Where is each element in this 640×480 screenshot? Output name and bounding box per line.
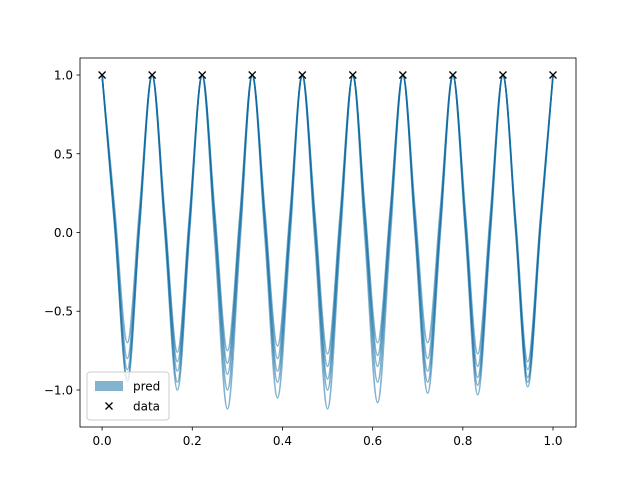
x-tick-label: 0.0 (93, 434, 112, 448)
data-marker (549, 71, 557, 79)
sample-line (101, 74, 554, 380)
data-marker (498, 71, 507, 79)
data-marker (248, 71, 257, 79)
legend-label: data (133, 400, 160, 414)
y-tick-label: −0.5 (44, 305, 73, 319)
y-tick-label: −1.0 (44, 383, 73, 397)
data-marker (348, 71, 357, 79)
data-marker (398, 71, 407, 79)
data-marker (98, 71, 107, 79)
x-tick-label: 0.4 (273, 434, 292, 448)
sample-line (101, 74, 554, 363)
sample-line (101, 74, 554, 371)
sample-line (101, 74, 554, 391)
legend-label: pred (133, 380, 160, 394)
x-tick-label: 1.0 (543, 434, 562, 448)
legend-patch (95, 381, 123, 391)
y-tick-label: 0.5 (54, 147, 73, 161)
sample-line (101, 74, 554, 410)
y-tick-label: 0.0 (54, 226, 73, 240)
x-tick-label: 0.8 (453, 434, 472, 448)
data-marker (148, 71, 157, 79)
data-marker (448, 71, 457, 79)
plot-frame (79, 57, 577, 428)
x-tick-label: 0.6 (363, 434, 382, 448)
y-tick-label: 1.0 (54, 69, 73, 83)
data-marker (198, 71, 207, 79)
legend-marker (105, 402, 113, 410)
data-marker (298, 71, 307, 79)
x-tick-label: 0.2 (183, 434, 202, 448)
